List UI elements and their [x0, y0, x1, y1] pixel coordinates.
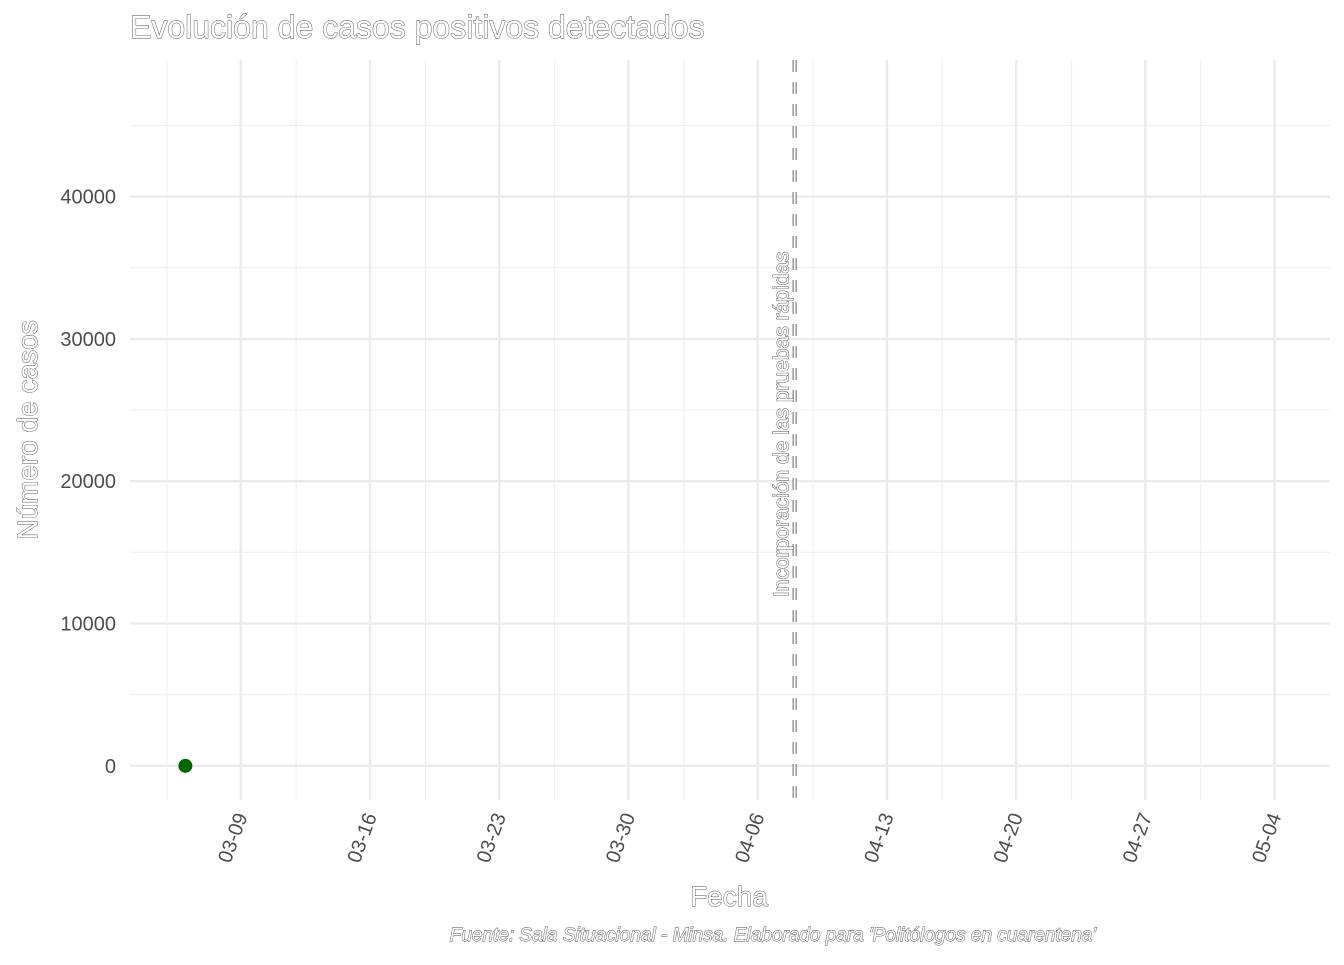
data-point — [178, 758, 193, 773]
x-tick-label: 03-09 — [214, 810, 252, 866]
y-tick-label: 20000 — [60, 471, 116, 493]
y-tick-label: 0 — [105, 756, 116, 778]
x-tick-label: 04-06 — [731, 810, 769, 866]
y-tick-label: 10000 — [60, 614, 116, 636]
x-tick-label: 03-16 — [344, 810, 382, 866]
x-axis-ticks: 03-09 03-16 03-23 03-30 04-06 04-13 04-20 04-27… — [214, 810, 1286, 866]
y-axis-ticks: 0 10000 20000 30000 40000 — [60, 187, 116, 778]
chart-caption: Fuente: Sala Situacional - Minsa. Elabor… — [450, 925, 1098, 946]
minor-gridlines — [130, 60, 1330, 800]
x-tick-label: 03-30 — [602, 810, 640, 866]
major-gridlines — [130, 60, 1330, 800]
chart-title: Evolución de casos positivos detectados — [130, 9, 705, 45]
x-tick-label: 04-13 — [860, 810, 898, 866]
x-tick-label: 04-20 — [990, 810, 1028, 866]
annotation-label: Incorporación de las pruebas rápidas — [771, 252, 794, 598]
x-tick-label: 05-04 — [1248, 810, 1286, 866]
x-axis-label: Fecha — [690, 881, 768, 912]
data-points — [178, 758, 193, 773]
y-axis-label: Número de casos — [12, 320, 43, 539]
annotations: Incorporación de las pruebas rápidas — [770, 60, 797, 800]
x-tick-label: 04-27 — [1119, 810, 1157, 866]
y-tick-label: 40000 — [60, 187, 116, 209]
x-tick-label: 03-23 — [473, 810, 511, 866]
y-tick-label: 30000 — [60, 329, 116, 351]
